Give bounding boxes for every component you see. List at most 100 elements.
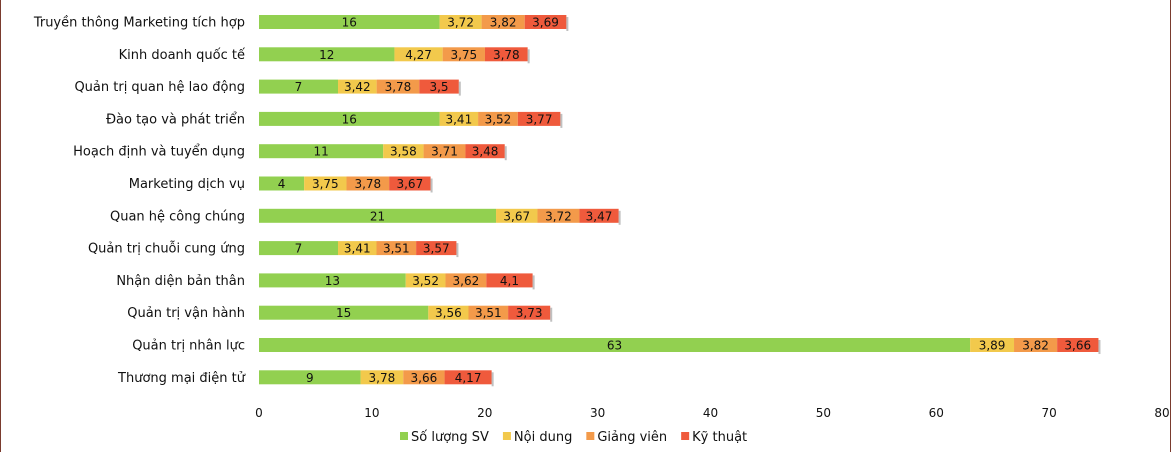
data-label: 4,17	[455, 371, 482, 385]
data-label: 3,67	[503, 209, 530, 223]
data-label: 3,41	[445, 112, 472, 126]
bar-segment	[468, 305, 509, 320]
bar-shadow	[430, 178, 433, 193]
bar-segment	[484, 47, 528, 62]
bar-segment	[517, 111, 561, 126]
category-label: Quan hệ công chúng	[110, 209, 245, 224]
bar-segment	[508, 305, 551, 320]
bar-segment	[478, 111, 518, 126]
bar-shadow	[456, 243, 459, 258]
category-label: Kinh doanh quốc tế	[119, 48, 245, 63]
data-label: 13	[325, 274, 340, 288]
x-tick-label: 10	[364, 406, 379, 420]
bar-segment	[346, 176, 390, 191]
bar-segment	[428, 305, 469, 320]
bar-shadow	[527, 49, 530, 64]
bar-segment	[259, 15, 440, 29]
legend-swatch	[400, 432, 408, 440]
bar-segment	[579, 208, 619, 223]
data-label: 3,89	[979, 339, 1006, 353]
data-label: 3,69	[532, 16, 559, 30]
bar-segment	[481, 15, 525, 29]
data-label: 3,51	[475, 306, 502, 320]
bar-shadow	[458, 81, 461, 96]
x-tick-label: 60	[929, 406, 944, 420]
data-label: 7	[295, 80, 303, 94]
category-label: Truyền thông Marketing tích hợp	[33, 16, 245, 31]
x-tick-label: 80	[1154, 406, 1169, 420]
data-label: 4	[278, 177, 286, 191]
data-label: 3,78	[385, 80, 412, 94]
data-label: 3,42	[344, 80, 371, 94]
data-label: 4,27	[405, 48, 432, 62]
bar-segment	[423, 144, 466, 159]
data-label: 3,48	[472, 145, 499, 159]
data-label: 9	[306, 371, 314, 385]
data-label: 15	[336, 306, 351, 320]
bar-segment	[259, 176, 305, 191]
bar-segment	[376, 241, 417, 256]
bar-segment	[338, 241, 377, 256]
bar-shadow	[504, 146, 507, 161]
data-label: 7	[295, 242, 303, 256]
data-label: 3,41	[344, 242, 371, 256]
x-tick-label: 20	[477, 406, 492, 420]
data-label: 3,75	[312, 177, 339, 191]
data-label: 21	[370, 209, 385, 223]
bar-segment	[405, 273, 446, 288]
bar-shadow	[550, 307, 553, 322]
bar-segment	[394, 47, 443, 62]
data-label: 3,71	[431, 145, 458, 159]
bar-segment	[259, 305, 429, 320]
data-label: 63	[607, 339, 622, 353]
data-label: 3,51	[383, 242, 410, 256]
data-label: 3,78	[354, 177, 381, 191]
bar-segment	[537, 208, 580, 223]
data-label: 3,5	[429, 80, 448, 94]
x-tick-label: 50	[816, 406, 831, 420]
bar-segment	[259, 241, 339, 256]
data-label: 3,52	[485, 112, 512, 126]
data-label: 3,66	[1064, 339, 1091, 353]
data-label: 3,58	[390, 145, 417, 159]
legend-swatch	[502, 432, 511, 440]
legend-swatch	[681, 432, 690, 440]
bar-segment	[259, 208, 497, 223]
data-label: 16	[342, 112, 357, 126]
bar-segment	[259, 273, 406, 288]
data-label: 3,66	[411, 371, 438, 385]
bar-segment	[304, 176, 347, 191]
data-label: 3,62	[453, 274, 480, 288]
bar-segment	[1057, 338, 1099, 352]
bar-segment	[465, 144, 505, 159]
data-label: 3,82	[1022, 339, 1049, 353]
bar-segment	[259, 47, 395, 62]
bar-segment	[259, 144, 384, 159]
data-label: 3,72	[447, 16, 474, 30]
bar-shadow	[532, 275, 535, 290]
legend-swatch	[586, 432, 595, 440]
bar-segment	[338, 79, 377, 94]
bar-segment	[970, 338, 1015, 352]
x-tick-label: 0	[255, 406, 263, 420]
category-label: Đào tạo và phát triển	[106, 112, 245, 127]
data-label: 3,73	[516, 306, 543, 320]
bar-segment	[419, 79, 459, 94]
bar-segment	[486, 273, 533, 288]
bar-segment	[439, 15, 482, 29]
bar-segment	[1014, 338, 1058, 352]
bar-shadow	[560, 113, 563, 128]
data-label: 4,1	[500, 274, 519, 288]
legend-label: Nội dung	[514, 430, 572, 445]
x-tick-label: 70	[1041, 406, 1056, 420]
category-label: Hoạch định và tuyển dụng	[73, 145, 245, 160]
legend-label: Giảng viên	[597, 430, 667, 445]
bar-segment	[259, 370, 361, 385]
category-label: Thương mại điện tử	[117, 371, 246, 386]
bar-segment	[439, 111, 479, 126]
x-tick-label: 30	[590, 406, 605, 420]
bar-segment	[496, 208, 538, 223]
bar-segment	[403, 370, 445, 385]
legend-label: Kỹ thuật	[692, 430, 747, 445]
